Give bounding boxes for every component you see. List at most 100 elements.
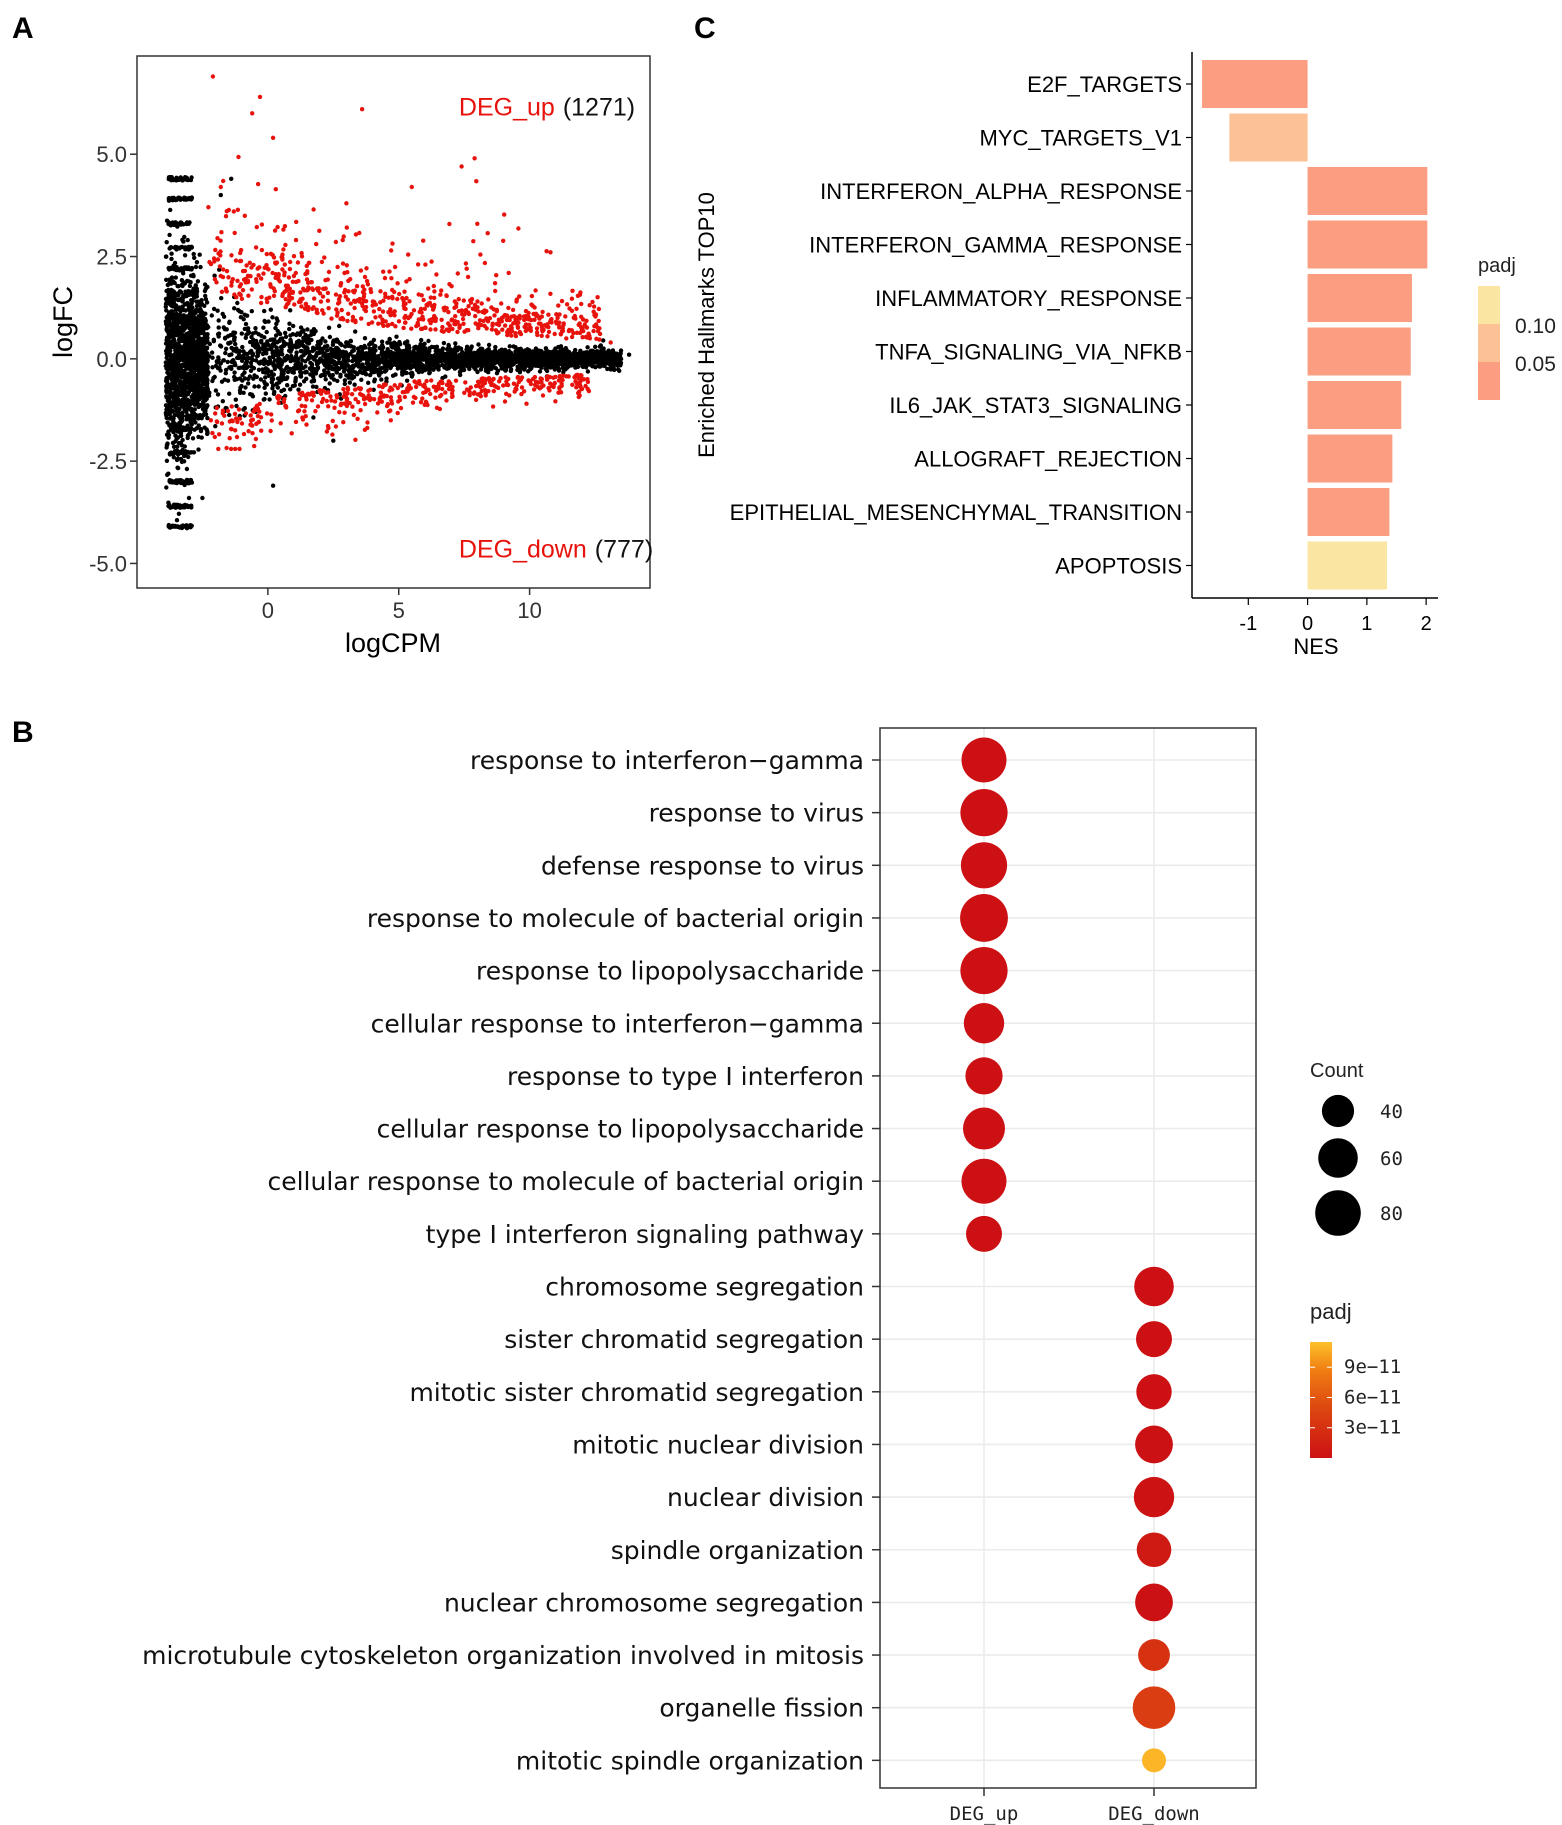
data-point: [189, 368, 194, 373]
deg-point: [461, 312, 466, 317]
deg-point: [378, 289, 383, 294]
data-point: [350, 349, 355, 354]
data-point: [176, 361, 181, 367]
deg-point: [315, 310, 320, 316]
data-point: [191, 274, 196, 279]
data-point: [186, 266, 191, 271]
data-point: [189, 265, 195, 271]
data-point: [458, 357, 464, 363]
deg-point: [446, 321, 451, 326]
data-point: [181, 392, 186, 397]
data-point: [570, 362, 575, 367]
data-point: [192, 402, 197, 407]
data-point: [179, 316, 184, 321]
data-point: [461, 367, 467, 372]
data-point: [256, 367, 262, 372]
data-point: [168, 390, 173, 395]
data-point: [211, 375, 216, 381]
data-point: [467, 361, 472, 367]
data-point: [371, 347, 376, 352]
data-point: [181, 328, 186, 333]
deg-point: [574, 306, 579, 311]
data-point: [211, 337, 216, 342]
data-point: [285, 353, 290, 359]
data-point: [176, 397, 181, 402]
data-point: [319, 350, 324, 355]
deg-point: [481, 318, 486, 324]
data-point: [263, 366, 269, 371]
data-point: [318, 373, 323, 379]
data-point: [288, 366, 293, 372]
data-point: [398, 342, 403, 347]
data-point: [221, 358, 226, 363]
deg-point: [456, 297, 461, 302]
data-point: [174, 457, 180, 463]
data-point: [326, 352, 331, 358]
deg-point: [338, 283, 343, 288]
data-point: [192, 395, 197, 401]
deg-point: [323, 286, 328, 291]
deg-point: [218, 249, 223, 254]
deg-point: [283, 242, 288, 248]
data-point: [279, 360, 285, 365]
data-point: [394, 342, 399, 347]
data-point: [205, 415, 210, 421]
deg-point: [529, 302, 534, 307]
data-point: [422, 341, 427, 346]
deg-point: [350, 318, 355, 323]
data-point: [180, 523, 186, 528]
deg-point: [403, 320, 408, 325]
data-point: [266, 373, 271, 378]
data-point: [310, 345, 316, 350]
deg-point: [489, 305, 494, 310]
data-point: [395, 347, 400, 352]
data-point: [507, 344, 512, 349]
data-point: [164, 277, 169, 282]
data-point: [314, 366, 319, 372]
data-point: [203, 412, 209, 417]
deg-point: [492, 313, 497, 318]
data-point: [220, 311, 225, 317]
data-point: [201, 326, 207, 331]
data-point: [275, 340, 280, 345]
deg-point: [539, 324, 544, 330]
deg-point: [401, 298, 406, 303]
data-point: [559, 353, 564, 358]
deg-point: [516, 226, 521, 231]
data-point: [313, 371, 319, 376]
deg-point: [455, 271, 460, 276]
deg-point: [361, 296, 366, 302]
data-point: [203, 293, 208, 299]
data-point: [197, 344, 202, 350]
data-point: [360, 356, 366, 361]
deg-point: [393, 324, 398, 329]
data-point: [237, 309, 242, 314]
data-point: [325, 348, 330, 353]
deg-point: [544, 249, 549, 254]
data-point: [246, 381, 251, 386]
data-point: [189, 422, 194, 427]
data-point: [555, 354, 561, 360]
deg-point: [232, 230, 237, 236]
data-point: [174, 518, 180, 523]
data-point: [178, 196, 183, 201]
data-point: [588, 348, 594, 353]
data-point: [367, 342, 372, 347]
data-point: [198, 361, 203, 366]
data-point: [229, 366, 234, 371]
data-point: [188, 427, 193, 432]
deg-point: [506, 305, 511, 311]
deg-point: [569, 334, 575, 340]
data-point: [526, 362, 531, 368]
deg-point: [245, 273, 251, 278]
data-point: [322, 361, 327, 366]
deg-point: [280, 257, 285, 262]
data-point: [446, 363, 451, 368]
deg-point: [220, 274, 226, 280]
data-point: [617, 354, 623, 360]
deg-point: [557, 312, 562, 317]
deg-point: [291, 254, 297, 259]
data-point: [170, 401, 175, 407]
data-point: [419, 337, 424, 343]
deg-point: [528, 326, 533, 331]
